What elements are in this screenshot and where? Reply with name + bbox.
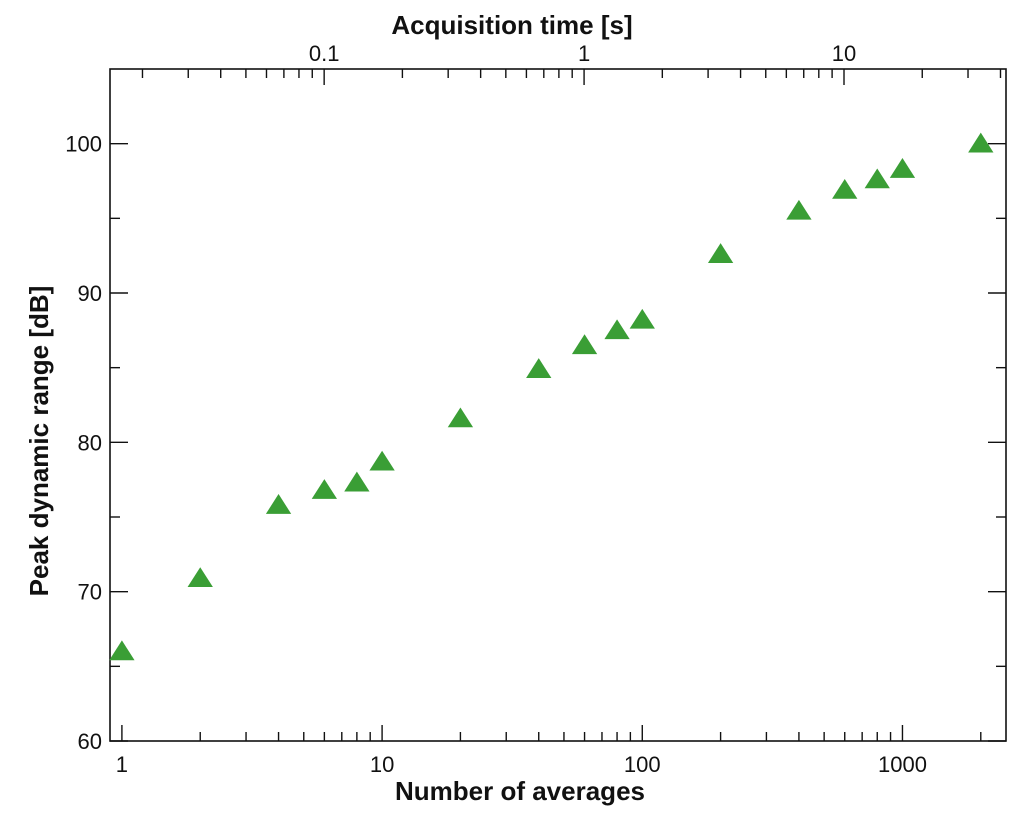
x2-tick-label: 1 — [578, 41, 590, 66]
x-tick-label: 1000 — [878, 752, 927, 777]
x-tick-label: 100 — [624, 752, 661, 777]
y-tick-label: 60 — [78, 729, 102, 754]
data-point — [369, 450, 395, 471]
data-point — [707, 243, 734, 263]
x-tick-label: 10 — [370, 752, 394, 777]
data-points-group — [109, 132, 994, 661]
x2-axis-title: Acquisition time [s] — [391, 10, 632, 40]
data-point — [187, 567, 213, 588]
data-point — [344, 471, 370, 492]
plot-frame — [109, 68, 1007, 742]
data-point — [604, 319, 630, 340]
data-point — [832, 178, 858, 199]
data-point — [889, 158, 916, 178]
y-tick-label: 80 — [78, 430, 102, 455]
x-tick-label: 1 — [116, 752, 128, 777]
data-point — [311, 479, 338, 499]
x2-tick-label: 0.1 — [309, 41, 340, 66]
data-point — [447, 407, 474, 428]
data-point — [629, 308, 655, 329]
labels-group: Acquisition time [s] Number of averages … — [24, 10, 645, 806]
y-tick-label: 90 — [78, 281, 102, 306]
y-tick-label: 70 — [78, 580, 102, 605]
data-point — [864, 168, 890, 189]
y-axis-title: Peak dynamic range [dB] — [24, 286, 54, 597]
data-point — [109, 640, 135, 661]
x-axis-title: Number of averages — [395, 776, 645, 806]
x2-tick-label: 10 — [832, 41, 856, 66]
y-tick-label: 100 — [65, 132, 102, 157]
data-point — [571, 334, 598, 355]
data-point — [526, 358, 552, 378]
data-point — [968, 132, 994, 153]
data-point — [786, 199, 812, 220]
data-point — [265, 494, 292, 514]
